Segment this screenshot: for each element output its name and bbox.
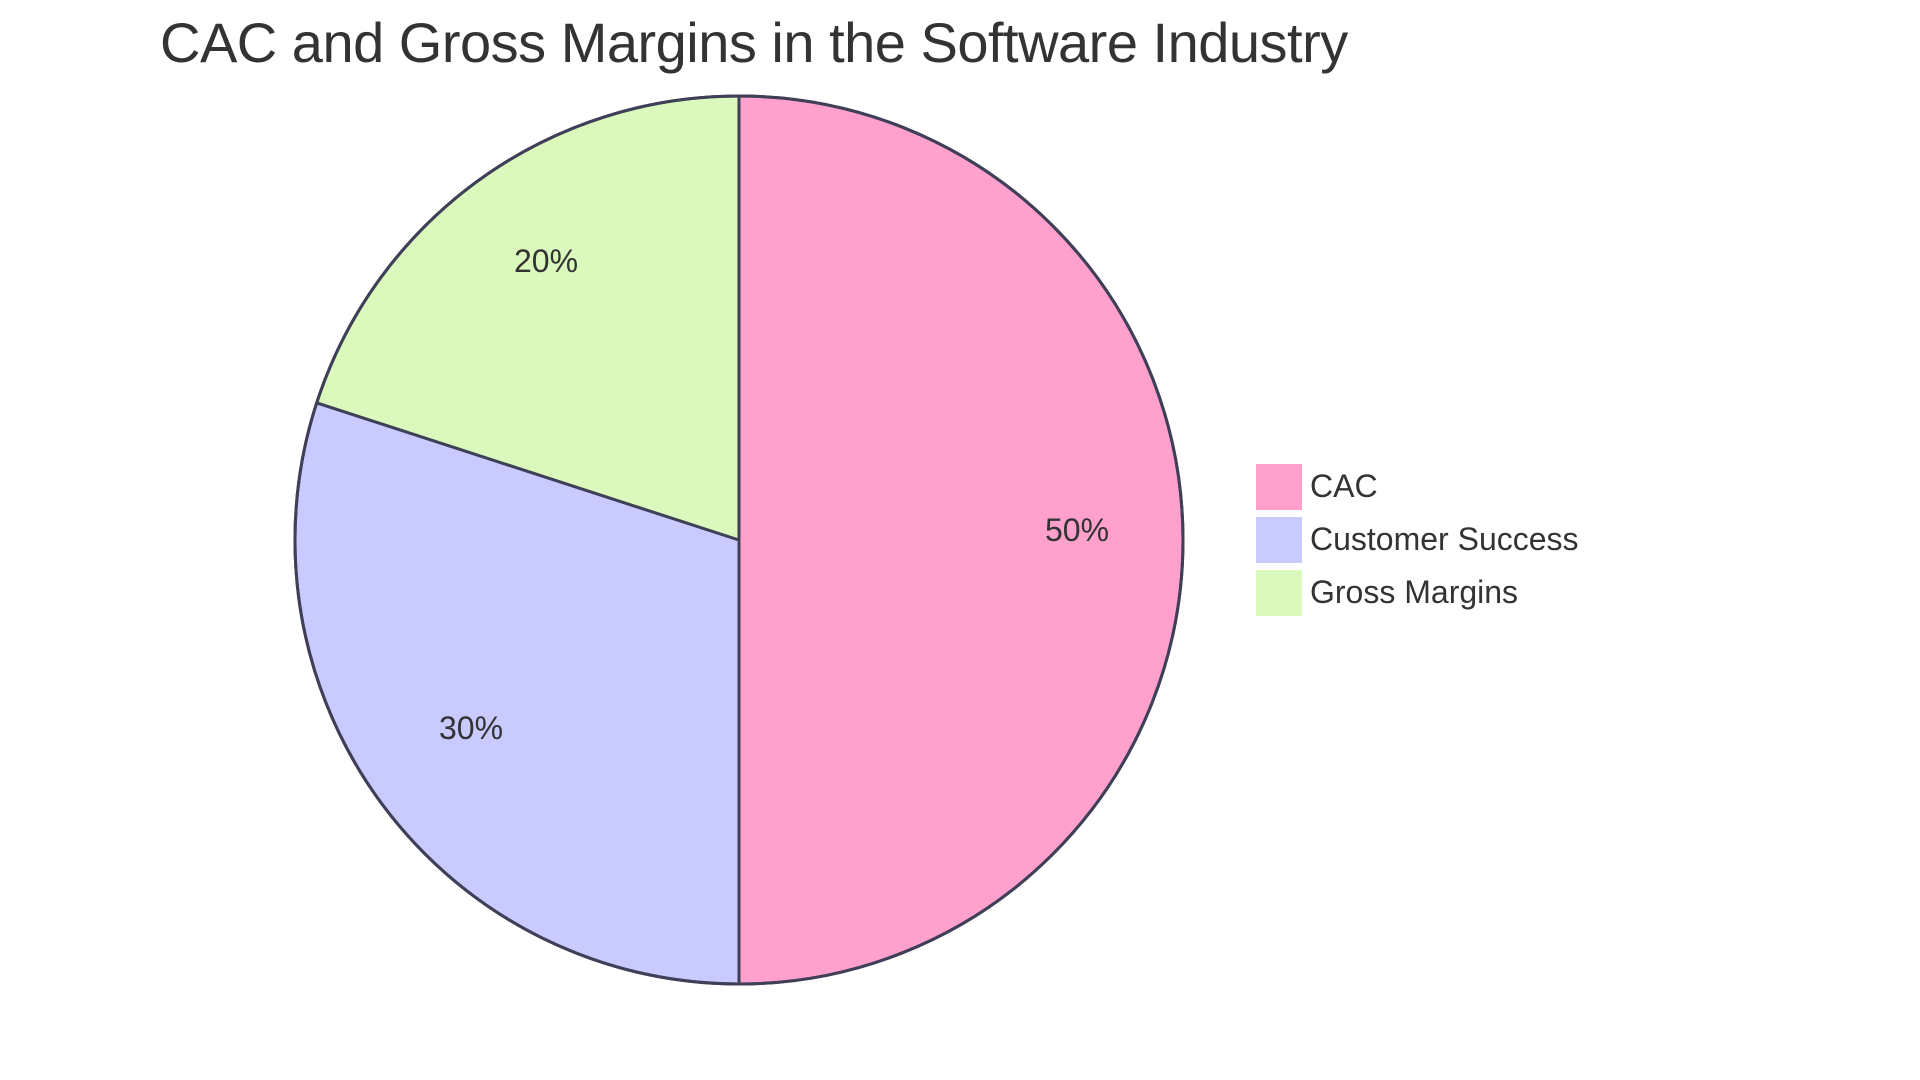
legend-item-cac: CAC [1256,460,1579,513]
slice-cac [737,94,1185,986]
pie-outline [293,94,1185,986]
legend: CAC Customer Success Gross Margins [1256,460,1579,619]
legend-swatch-gross-margins [1256,569,1302,616]
legend-item-customer-success: Customer Success [1256,513,1579,566]
slice-label-cac: 50% [1045,512,1109,548]
chart-title: CAC and Gross Margins in the Software In… [160,11,1348,74]
legend-label: CAC [1310,468,1378,504]
slice-label-customer-success: 30% [439,710,503,746]
legend-label: Customer Success [1310,521,1579,557]
slice-label-gross-margins: 20% [514,243,578,279]
legend-item-gross-margins: Gross Margins [1256,566,1579,619]
legend-swatch-customer-success [1256,516,1302,563]
legend-swatch-cac [1256,463,1302,510]
legend-label: Gross Margins [1310,574,1519,610]
